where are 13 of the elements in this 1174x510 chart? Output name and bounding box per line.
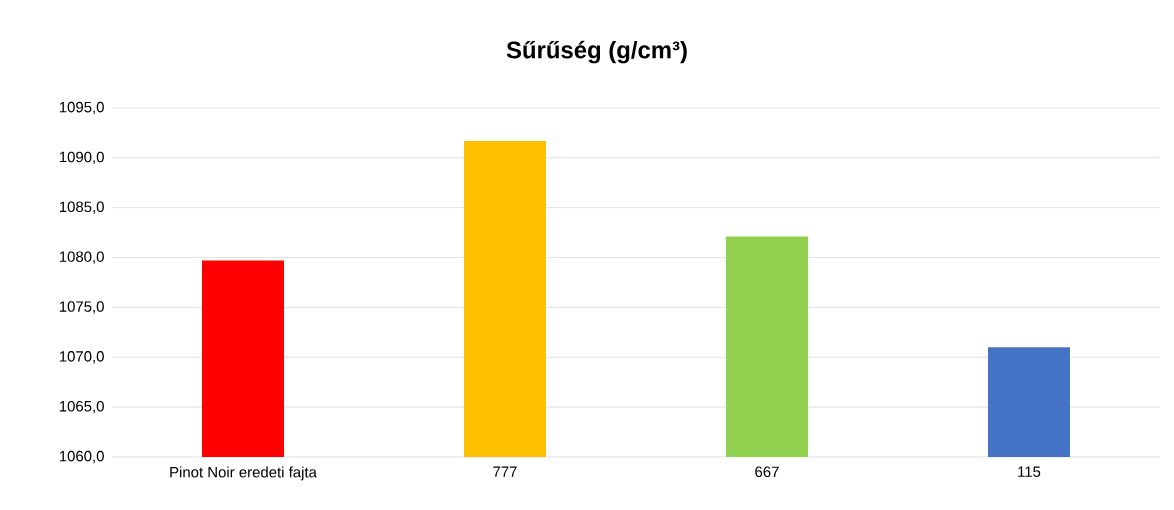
y-tick-label: 1075,0 xyxy=(59,301,104,314)
y-tick-label: 1090,0 xyxy=(59,151,104,165)
y-tick-label: 1065,0 xyxy=(59,400,104,414)
x-tick-label: 115 xyxy=(1018,466,1041,477)
x-tick-label: Pinot Noir eredeti fajta xyxy=(170,466,317,481)
x-tick-label: 777 xyxy=(493,466,517,477)
y-tick-label: 1060,0 xyxy=(59,450,104,464)
y-tick-label: 1080,0 xyxy=(59,251,104,264)
chart-title: Sűrűség (g/cm³) xyxy=(506,40,687,64)
y-tick-label: 1085,0 xyxy=(59,201,104,214)
y-tick-label: 1095,0 xyxy=(59,101,104,115)
x-tick-label: 667 xyxy=(755,466,779,478)
y-tick-label: 1070,0 xyxy=(59,351,104,364)
